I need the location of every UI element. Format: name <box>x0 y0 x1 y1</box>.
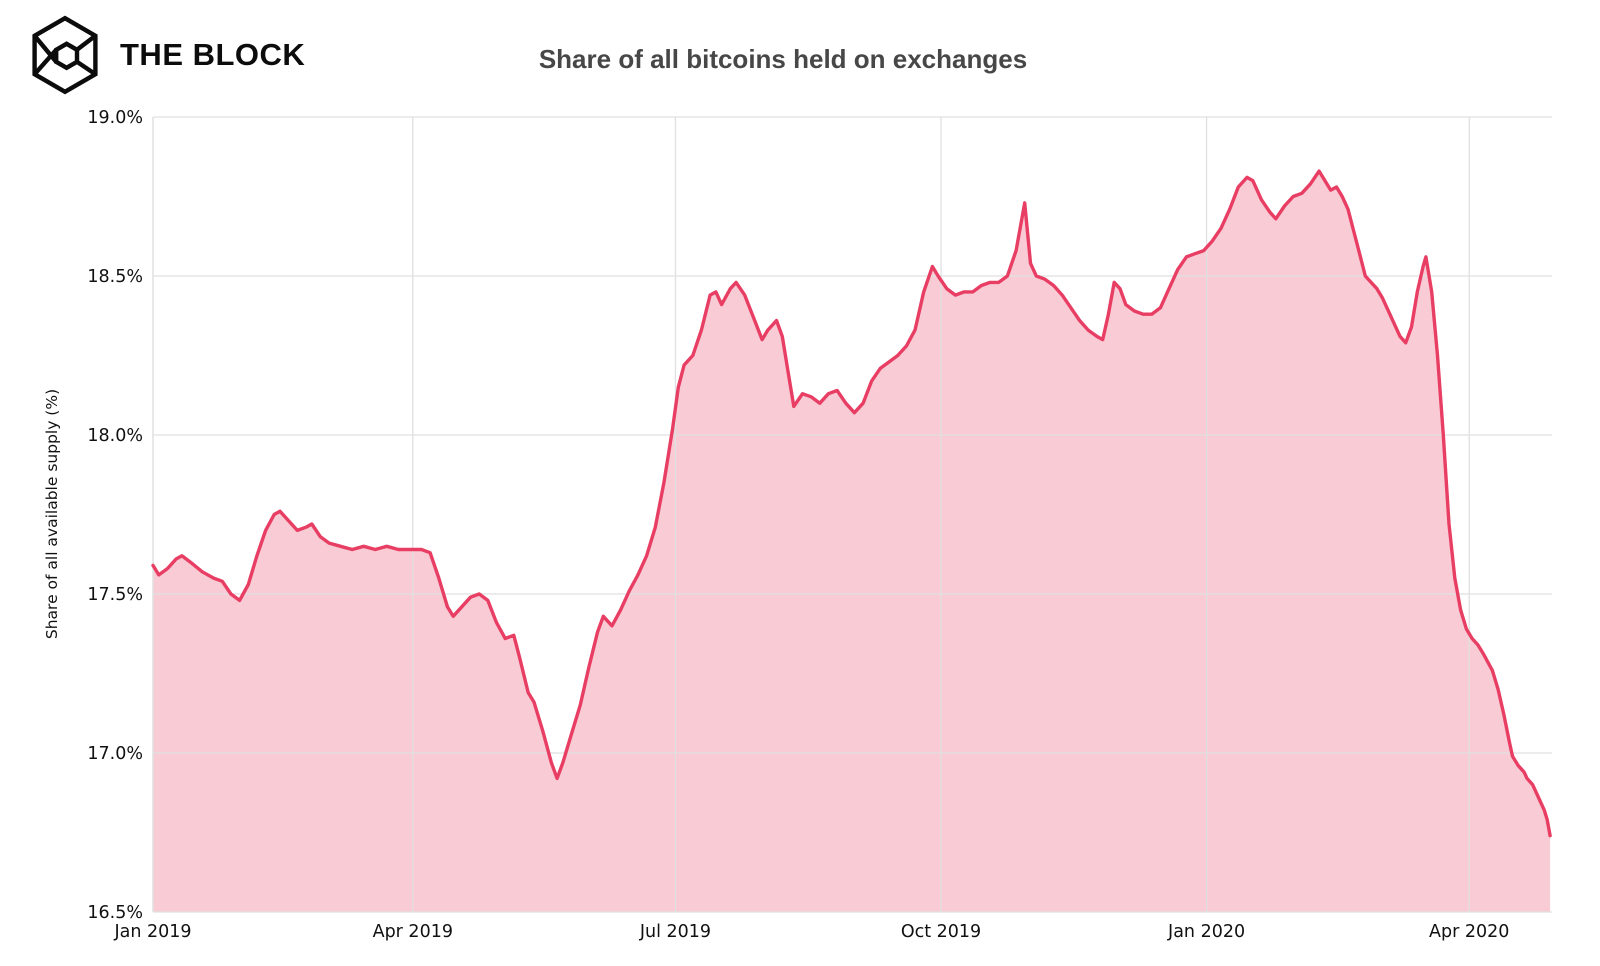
y-axis-title: Share of all available supply (%) <box>43 389 61 639</box>
series-line <box>151 169 1552 838</box>
x-axis-tick-label: Jan 2019 <box>113 922 191 942</box>
y-axis-tick-label: 17.0% <box>87 744 143 764</box>
x-axis-tick-label: Jul 2019 <box>639 922 711 942</box>
block-cube-logo-icon <box>32 15 98 95</box>
x-axis-tick-label: Jan 2020 <box>1167 922 1245 942</box>
x-axis-tick-label: Apr 2019 <box>373 922 453 942</box>
x-axis-tick-label: Apr 2020 <box>1429 922 1509 942</box>
chart-title: Share of all bitcoins held on exchanges <box>538 44 1028 74</box>
y-axis-tick-label: 17.5% <box>87 585 143 605</box>
brand-logo: THE BLOCK <box>25 13 305 97</box>
brand-logo-text: THE BLOCK <box>120 37 306 72</box>
area-fill <box>153 171 1551 913</box>
y-axis-tick-label: 19.0% <box>87 108 143 128</box>
y-axis-tick-label: 18.5% <box>87 267 143 287</box>
y-axis-tick-label: 16.5% <box>87 903 143 923</box>
y-axis-tick-label: 18.0% <box>87 426 143 446</box>
x-axis-tick-label: Oct 2019 <box>901 922 981 942</box>
